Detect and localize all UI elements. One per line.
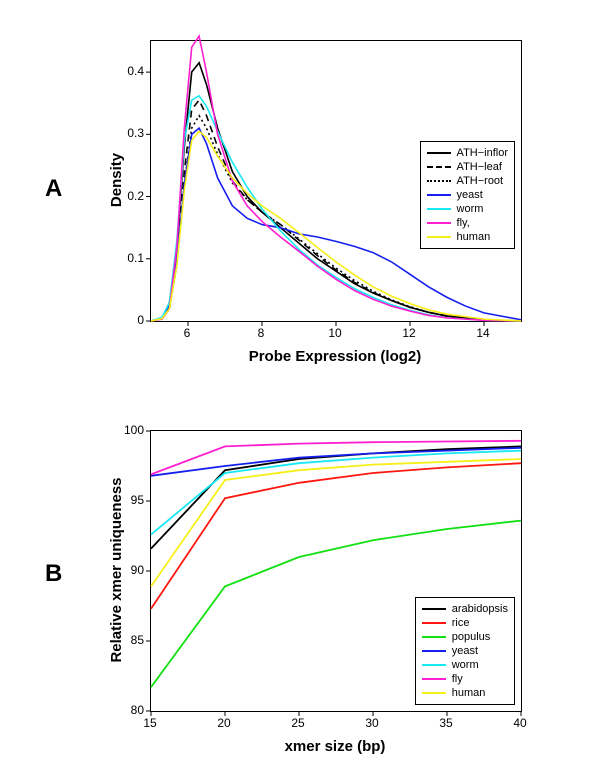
ytick-label: 0.1 (112, 251, 144, 265)
legend-item-human: human (422, 686, 508, 700)
xtick-label: 15 (140, 716, 160, 730)
legend-item-ATH-inflor: ATH−inflor (427, 146, 508, 160)
legend-item-arabidopsis: arabidopsis (422, 602, 508, 616)
ytick-label: 80 (112, 703, 144, 717)
ytick-label: 85 (112, 633, 144, 647)
panel-label-b: B (45, 560, 62, 588)
xtick-label: 40 (510, 716, 530, 730)
legend-swatch (422, 636, 446, 638)
legend-item-ATH-root: ATH−root (427, 174, 508, 188)
ytick-label: 0.4 (112, 64, 144, 78)
legend-label: worm (452, 658, 479, 672)
legend-swatch (422, 608, 446, 610)
xtick-label: 6 (177, 326, 197, 340)
legend-label: human (452, 686, 486, 700)
legend-item-rice: rice (422, 616, 508, 630)
legend-label: yeast (452, 644, 478, 658)
xtick-label: 10 (325, 326, 345, 340)
chart-b-xlabel: xmer size (bp) (150, 738, 520, 755)
xtick-label: 35 (436, 716, 456, 730)
legend-label: ATH−inflor (457, 146, 508, 160)
legend-label: fly (452, 672, 463, 686)
legend-label: ATH−root (457, 174, 504, 188)
ytick-label: 0 (112, 313, 144, 327)
legend-swatch (427, 222, 451, 224)
legend-label: worm (457, 202, 484, 216)
chart-b-legend: arabidopsisricepopulusyeastwormflyhuman (415, 597, 515, 705)
legend-swatch (422, 678, 446, 680)
series-fly (151, 441, 521, 475)
legend-swatch (427, 180, 451, 182)
legend-swatch (427, 236, 451, 238)
legend-swatch (427, 194, 451, 196)
legend-item-yeast: yeast (427, 188, 508, 202)
legend-swatch (422, 692, 446, 694)
legend-label: fly, (457, 216, 470, 230)
ytick-label: 100 (112, 423, 144, 437)
ytick-label: 90 (112, 563, 144, 577)
legend-item-populus: populus (422, 630, 508, 644)
legend-item-worm: worm (427, 202, 508, 216)
legend-item-yeast: yeast (422, 644, 508, 658)
legend-item-ATH-leaf: ATH−leaf (427, 160, 508, 174)
legend-label: populus (452, 630, 491, 644)
legend-swatch (427, 166, 451, 168)
chart-a-frame: ATH−inflorATH−leafATH−rootyeastwormfly,h… (150, 40, 522, 322)
legend-swatch (422, 650, 446, 652)
xtick-label: 14 (473, 326, 493, 340)
legend-item-human: human (427, 230, 508, 244)
xtick-label: 12 (399, 326, 419, 340)
chart-b-frame: arabidopsisricepopulusyeastwormflyhuman (150, 430, 522, 712)
legend-item-fly: fly, (427, 216, 508, 230)
legend-swatch (427, 152, 451, 154)
xtick-label: 8 (251, 326, 271, 340)
legend-item-worm: worm (422, 658, 508, 672)
xtick-label: 30 (362, 716, 382, 730)
legend-item-fly: fly (422, 672, 508, 686)
legend-label: ATH−leaf (457, 160, 502, 174)
legend-swatch (422, 664, 446, 666)
legend-swatch (427, 208, 451, 210)
chart-a-legend: ATH−inflorATH−leafATH−rootyeastwormfly,h… (420, 141, 515, 249)
legend-label: arabidopsis (452, 602, 508, 616)
ytick-label: 0.2 (112, 189, 144, 203)
legend-label: rice (452, 616, 470, 630)
legend-swatch (422, 622, 446, 624)
legend-label: yeast (457, 188, 483, 202)
xtick-label: 20 (214, 716, 234, 730)
xtick-label: 25 (288, 716, 308, 730)
series-rice (151, 463, 521, 609)
panel-label-a: A (45, 175, 62, 203)
chart-a-xlabel: Probe Expression (log2) (150, 348, 520, 365)
ytick-label: 0.3 (112, 126, 144, 140)
chart-a-ylabel: Density (108, 40, 125, 320)
legend-label: human (457, 230, 491, 244)
page: A ATH−inflorATH−leafATH−rootyeastwormfly… (0, 0, 600, 776)
ytick-label: 95 (112, 493, 144, 507)
series-worm (151, 451, 521, 535)
